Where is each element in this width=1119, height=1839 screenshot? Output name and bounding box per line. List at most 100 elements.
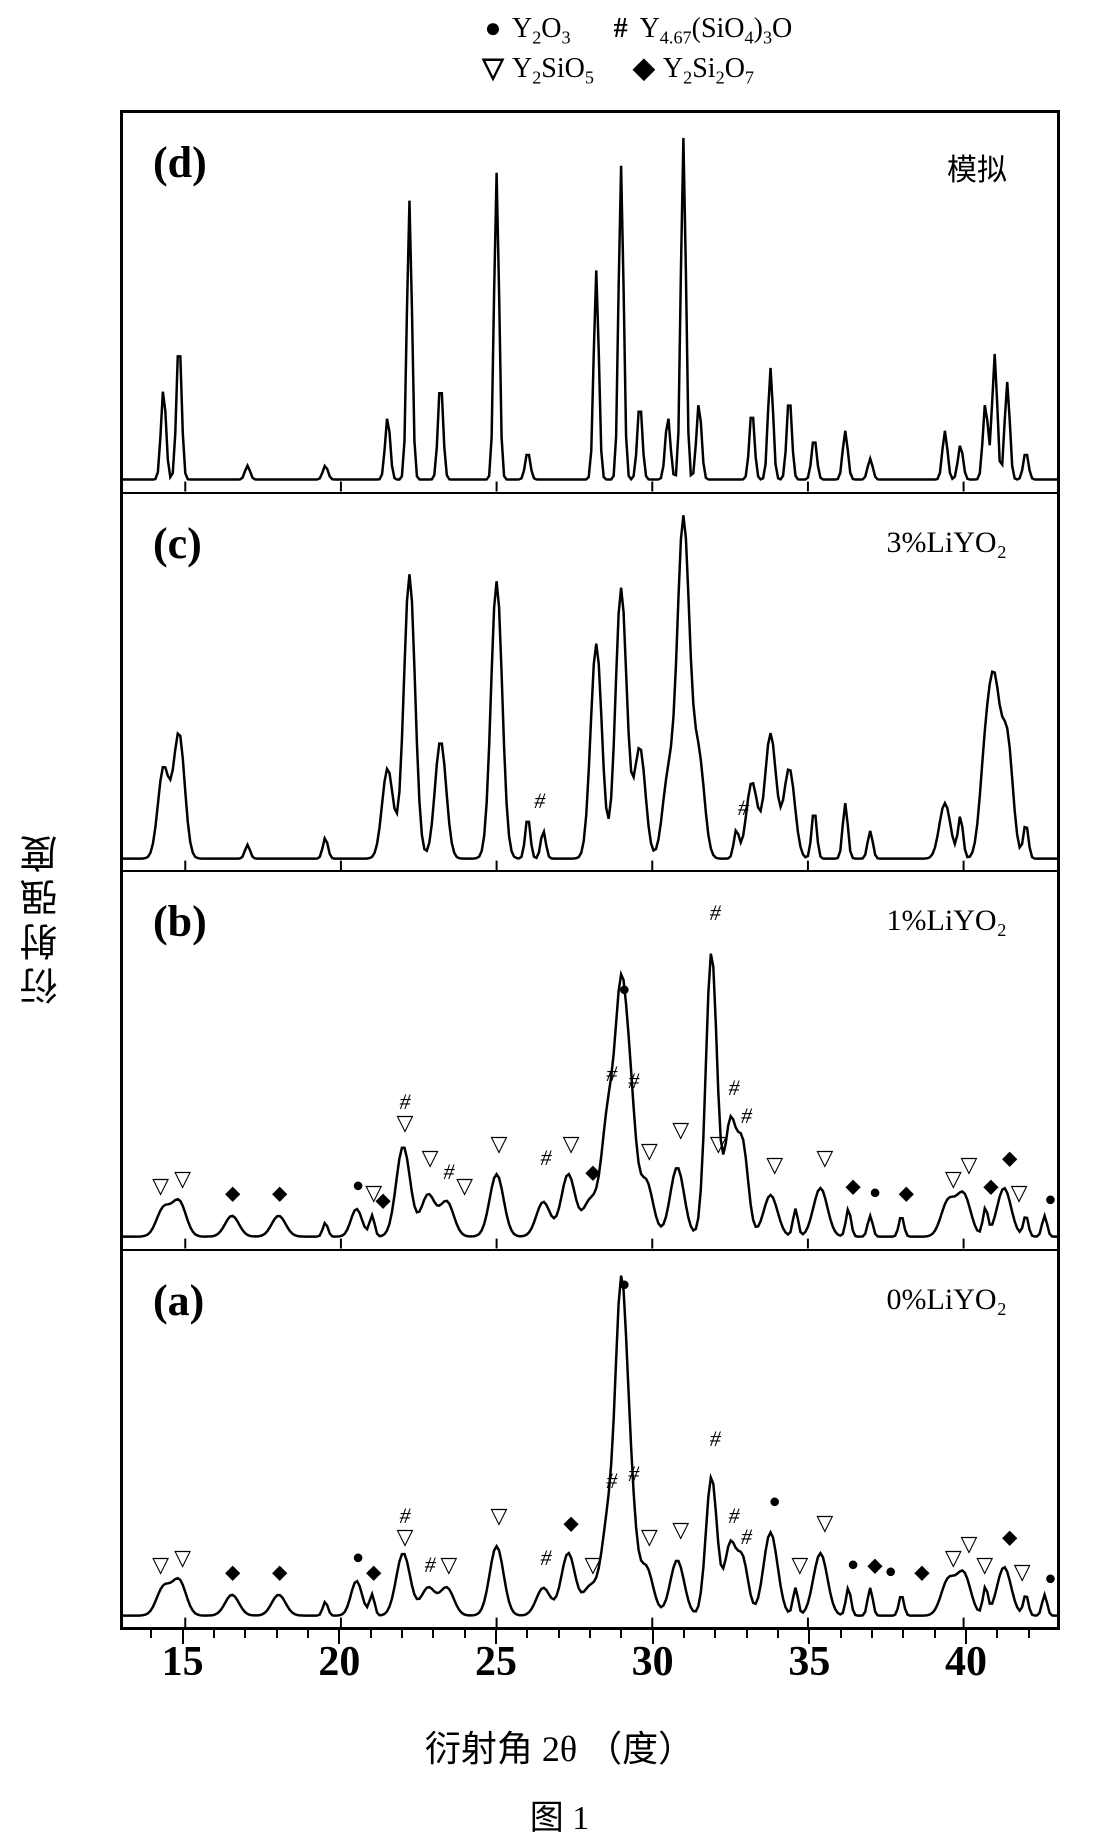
phase-marker: ▽ [710,1131,727,1157]
phase-marker: ◆ [845,1174,860,1199]
x-tick-minor [276,1630,278,1638]
phase-marker: ▽ [961,1152,978,1178]
panel-label-d: (d) [153,137,207,188]
phase-marker: ◆ [366,1559,381,1584]
phase-marker: ◆ [1002,1524,1017,1549]
phase-marker: ▽ [816,1145,833,1171]
phase-marker: # [741,1103,752,1129]
phase-marker: ◆ [272,1181,287,1206]
x-tick-major [808,1630,810,1644]
phase-marker: ◆ [899,1181,914,1206]
panel-annot-c: 3%LiYO₂ [887,526,1007,560]
x-tick-minor [996,1630,998,1638]
phase-marker: ▽ [440,1552,457,1578]
phase-marker: # [710,1426,721,1452]
phase-marker: # [628,1068,639,1094]
phase-marker: ▽ [976,1552,993,1578]
phase-marker: ● [885,1560,897,1583]
phase-marker: # [741,1524,752,1550]
x-tick-minor [244,1630,246,1638]
phase-marker: ▽ [397,1524,414,1550]
phase-marker: # [443,1159,454,1185]
panel-a: (a)0%LiYO₂▽▽◆◆●◆#▽#▽▽#◆▽#●#▽▽###●▽▽●◆●◆▽… [123,1249,1057,1628]
phase-marker: ◆ [272,1559,287,1584]
phase-marker: ◆ [867,1552,882,1577]
x-tick-minor [526,1630,528,1638]
x-tick-major [965,1630,967,1644]
phase-marker: ● [869,1182,881,1205]
x-tick-label: 25 [475,1638,517,1686]
phase-marker: ● [847,1553,859,1576]
phase-marker: ◆ [983,1174,998,1199]
x-tick-minor [1028,1630,1030,1638]
x-tick-major [652,1630,654,1644]
panel-label-b: (b) [153,896,207,947]
x-tick-major [182,1630,184,1644]
phase-marker: ◆ [585,1160,600,1185]
x-tick-minor [746,1630,748,1638]
phase-marker: ▽ [563,1131,580,1157]
phase-marker: ◆ [914,1559,929,1584]
phase-marker: ● [618,1273,630,1296]
x-tick-label: 20 [318,1638,360,1686]
panel-annot-b: 1%LiYO₂ [887,904,1007,938]
panel-d: (d) 模拟 [123,113,1057,492]
phase-marker: ▽ [456,1173,473,1199]
x-tick-minor [150,1630,152,1638]
x-tick-minor [840,1630,842,1638]
phase-marker: ▽ [961,1531,978,1557]
phase-marker: # [738,795,749,821]
phase-marker: ▽ [422,1145,439,1171]
phase-marker: # [606,1061,617,1087]
phase-marker: ▽ [945,1166,962,1192]
phase-marker: ▽ [641,1138,658,1164]
x-tick-major [338,1630,340,1644]
phase-marker: # [541,1145,552,1171]
phase-marker: # [628,1461,639,1487]
phase-marker: ● [352,1546,364,1569]
panel-b: (b)1%LiYO₂▽▽◆◆●▽◆#▽▽#▽▽#▽◆#●#▽▽###▽▽▽◆●◆… [123,870,1057,1249]
phase-marker: ▽ [816,1510,833,1536]
phase-marker: ▽ [641,1524,658,1550]
x-tick-label: 35 [788,1638,830,1686]
x-tick-minor [714,1630,716,1638]
phase-marker: ● [352,1175,364,1198]
x-tick-minor [589,1630,591,1638]
phase-marker: ▽ [945,1545,962,1571]
figure-caption: 图 1 [0,1790,1119,1839]
phase-marker: ▽ [672,1517,689,1543]
phase-marker: # [729,1075,740,1101]
phase-marker: ▽ [585,1552,602,1578]
x-tick-minor [902,1630,904,1638]
x-tick-minor [213,1630,215,1638]
x-tick-minor [777,1630,779,1638]
x-tick-major [495,1630,497,1644]
phase-marker: ▽ [791,1552,808,1578]
panel-label-a: (a) [153,1275,204,1326]
y-axis-label: 衍射强度 [15,829,70,1005]
panel-c: (c)3%LiYO₂## [123,492,1057,871]
x-tick-label: 30 [632,1638,674,1686]
phase-marker: # [729,1503,740,1529]
phase-marker: ▽ [766,1152,783,1178]
phase-marker: ▽ [152,1173,169,1199]
x-tick-label: 15 [162,1638,204,1686]
phase-marker: # [541,1545,552,1571]
phase-marker: ◆ [563,1510,578,1535]
x-tick-minor [432,1630,434,1638]
panel-annot-d: 模拟 [947,145,1007,189]
x-tick-minor [401,1630,403,1638]
x-tick-minor [620,1630,622,1638]
phase-marker: ▽ [174,1545,191,1571]
phase-marker: # [710,900,721,926]
x-tick-minor [871,1630,873,1638]
phase-marker: ◆ [375,1188,390,1213]
phase-marker: ● [1044,1567,1056,1590]
phase-marker: ▽ [1014,1559,1031,1585]
phase-marker: # [425,1552,436,1578]
phase-marker: ▽ [174,1166,191,1192]
phase-marker: ▽ [491,1503,508,1529]
phase-marker: # [534,788,545,814]
x-tick-minor [683,1630,685,1638]
x-axis-label: 衍射角 2θ （度） [0,1720,1119,1772]
